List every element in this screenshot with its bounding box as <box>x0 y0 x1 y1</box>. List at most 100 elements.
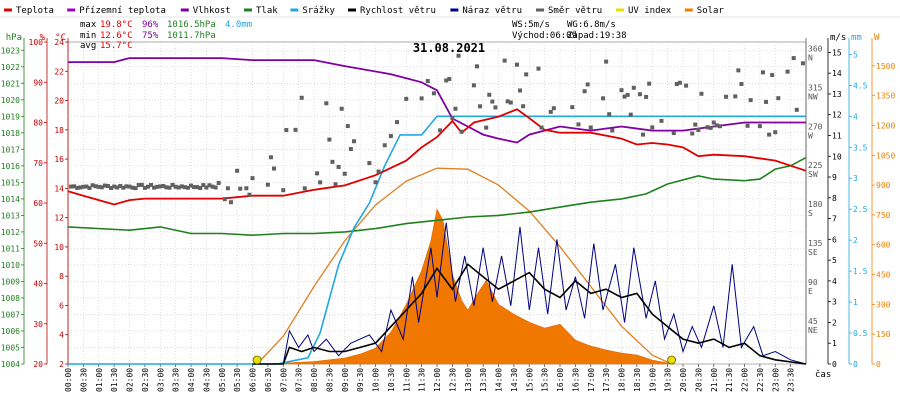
x-tick-label: 16:00 <box>556 368 565 392</box>
legend-background <box>0 0 900 17</box>
axis-celsius-tick-label: 20 <box>54 97 64 106</box>
wind-direction-point <box>210 184 215 189</box>
x-tick-label: 06:30 <box>264 368 273 392</box>
wind-direction-point <box>708 125 713 130</box>
wind-direction-point <box>315 171 320 176</box>
stat-max-label: max <box>80 20 97 30</box>
axis-hpa-tick-label: 1015 <box>1 178 20 187</box>
grid <box>67 41 807 365</box>
x-axis-label: čas <box>815 369 831 380</box>
wind-direction-point <box>324 101 329 106</box>
wind-direction-point <box>112 184 117 189</box>
axis-dir-label: W <box>808 131 813 140</box>
axis-hpa-tick-label: 1009 <box>1 277 20 286</box>
axis-mm-tick-label: 4.5 <box>853 81 868 90</box>
legend-label: Přízemní teplota <box>79 6 166 16</box>
axis-celsius-tick-label: 8 <box>59 272 64 281</box>
x-tick-label: 02:00 <box>126 368 135 392</box>
axis-hpa-tick-label: 1005 <box>1 343 20 352</box>
wind-direction-point <box>216 180 221 185</box>
axis-dir-label: E <box>808 287 813 296</box>
axis-ms-title: m/s <box>830 33 846 43</box>
wind-direction-point <box>601 96 606 101</box>
wind-direction-point <box>471 83 476 88</box>
x-tick-label: 14:00 <box>495 368 504 392</box>
axis-hpa-tick-label: 1008 <box>1 294 20 303</box>
x-tick-label: 23:00 <box>771 368 780 392</box>
axis-celsius-tick-label: 24 <box>54 38 64 47</box>
wind-direction-point <box>102 183 107 188</box>
x-tick-label: 06:00 <box>249 368 258 392</box>
wind-direction-point <box>699 91 704 96</box>
wind-direction-point <box>105 184 110 189</box>
axis-ms-tick-label: 8 <box>832 194 837 203</box>
axis-dir-label: NW <box>808 92 818 101</box>
wind-direction-point <box>118 183 123 188</box>
wind-direction-point <box>149 182 154 187</box>
x-tick-label: 22:00 <box>741 368 750 392</box>
wind-speed-line <box>252 263 807 365</box>
x-tick-label: 17:00 <box>587 368 596 392</box>
x-tick-label: 12:00 <box>433 368 442 392</box>
wind-direction-point <box>238 186 243 191</box>
axis-pct-tick-label: 20 <box>33 360 43 369</box>
solar-theoretical-line <box>256 167 672 365</box>
wind-ws: WS:5m/s <box>512 20 550 30</box>
wind-direction-point <box>182 185 187 190</box>
wind-direction-point <box>93 184 98 189</box>
axis-dir-label: S <box>808 209 813 218</box>
wind-direction-point <box>650 125 655 130</box>
x-tick-label: 19:30 <box>664 368 673 392</box>
x-tick-label: 15:30 <box>541 368 550 392</box>
x-tick-label: 00:30 <box>79 368 88 392</box>
wind-direction-point <box>81 184 86 189</box>
axis-hpa-tick-label: 1018 <box>1 129 20 138</box>
x-tick-label: 20:30 <box>694 368 703 392</box>
wind-direction-point <box>438 128 443 133</box>
wind-direction-point <box>785 69 790 74</box>
legend-label: Rychlost větru <box>360 6 436 16</box>
axis-mm-title: mm <box>851 33 862 43</box>
wind-direction-point <box>222 197 227 202</box>
wind-direction-point <box>225 186 230 191</box>
axis-hpa-tick-label: 1020 <box>1 96 20 105</box>
stat-min-press: 1011.7hPa <box>167 31 216 41</box>
wind-direction-point <box>690 131 695 136</box>
x-tick-label: 07:00 <box>279 368 288 392</box>
axis-wm2-tick-label: 750 <box>876 211 891 220</box>
wind-direction-point <box>164 185 169 190</box>
axis-celsius-tick-label: 6 <box>59 301 64 310</box>
wind-direction-point <box>167 185 172 190</box>
wind-direction-point <box>367 161 372 166</box>
wind-direction-point <box>302 186 307 191</box>
x-tick-label: 10:00 <box>372 368 381 392</box>
axis-dir-label: SE <box>808 248 818 257</box>
axis-wm2-title: W <box>874 33 880 43</box>
legend-label: Směr větru <box>548 6 602 16</box>
legend-label: UV index <box>628 6 672 16</box>
axis-hpa-tick-label: 1014 <box>1 195 20 204</box>
wind-direction-point <box>425 78 430 83</box>
wind-direction-point <box>693 122 698 127</box>
x-tick-label: 22:30 <box>756 368 765 392</box>
wind-direction-point <box>179 184 184 189</box>
axis-hpa-tick-label: 1021 <box>1 79 20 88</box>
wind-direction-series <box>69 53 805 205</box>
wind-direction-point <box>330 159 335 164</box>
stat-max-temp: 19.8°C <box>100 20 133 30</box>
wind-direction-point <box>127 184 132 189</box>
wind-direction-point <box>348 146 353 151</box>
wind-direction-point <box>130 185 135 190</box>
wind-direction-point <box>717 124 722 129</box>
wind-direction-point <box>773 130 778 135</box>
x-tick-label: 04:00 <box>187 368 196 392</box>
axis-ms-tick-label: 14 <box>832 69 842 78</box>
line-series <box>67 57 807 365</box>
wind-direction-point <box>508 100 513 105</box>
wind-direction-point <box>109 186 114 191</box>
axis-dir-deg: 270 <box>808 122 823 131</box>
stat-min-label: min <box>80 31 96 41</box>
wind-direction-point <box>96 184 101 189</box>
wind-direction-point <box>484 125 489 130</box>
